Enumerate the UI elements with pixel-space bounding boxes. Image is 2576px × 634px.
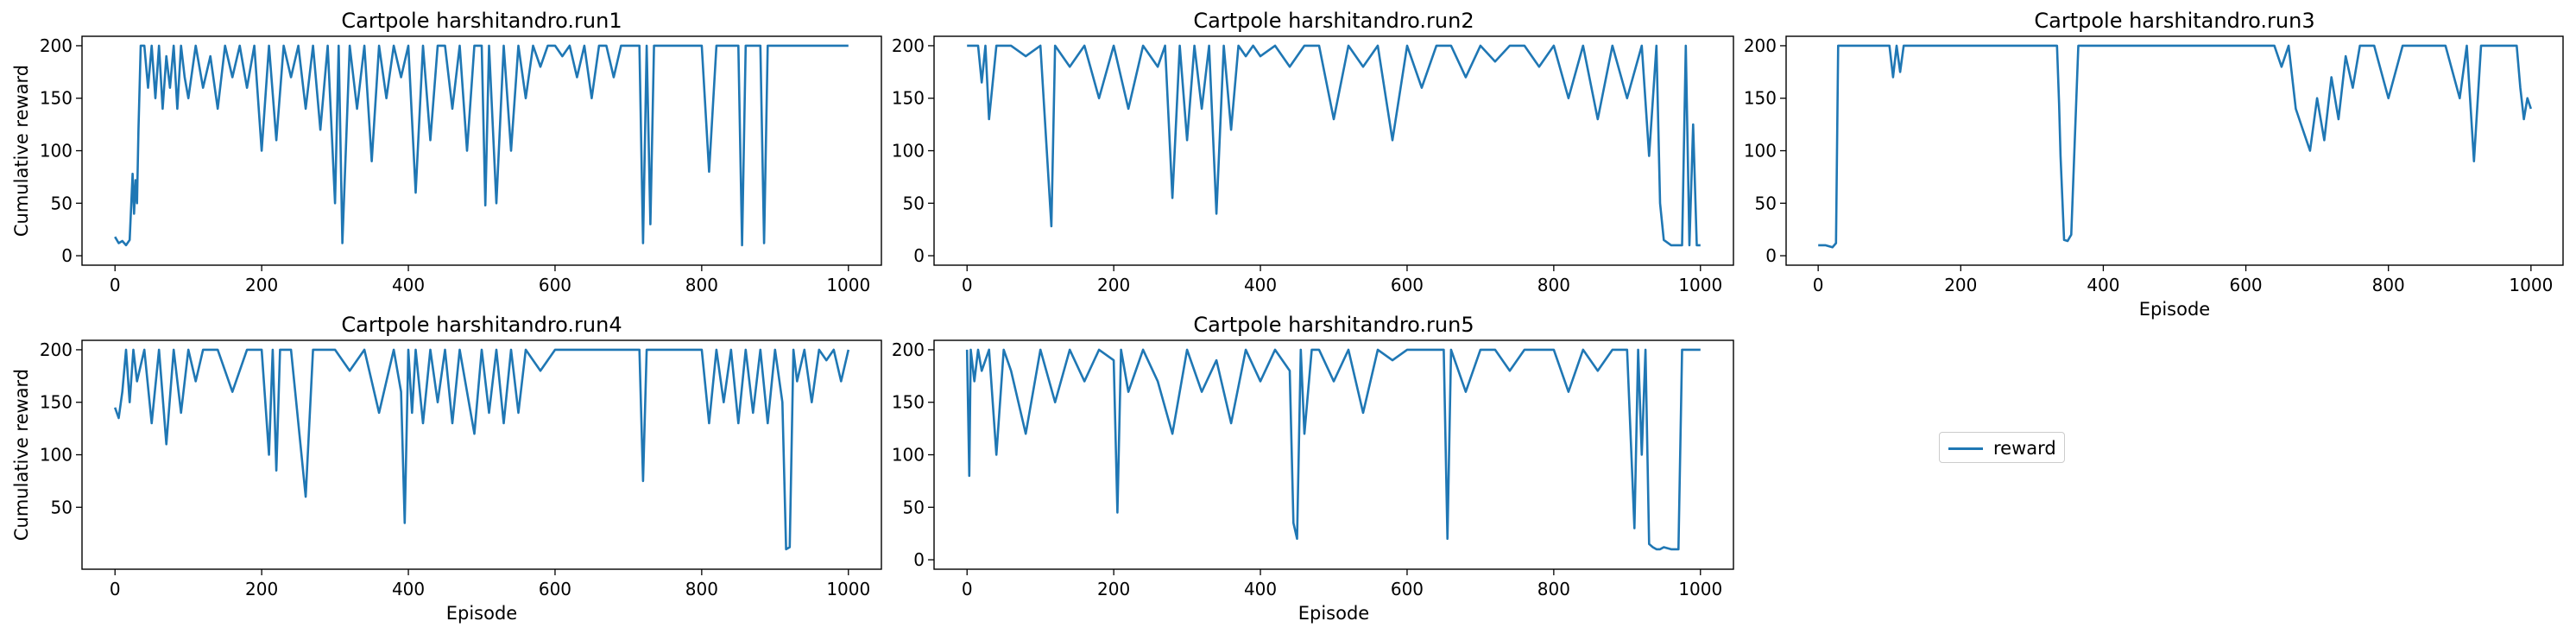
legend-line-reward bbox=[1948, 447, 1983, 450]
y-tick-label: 0 bbox=[1765, 245, 1777, 266]
x-tick-label: 200 bbox=[1097, 275, 1130, 295]
x-tick-label: 800 bbox=[2372, 275, 2405, 295]
x-tick-label: 200 bbox=[245, 275, 278, 295]
y-tick-label: 50 bbox=[51, 193, 73, 213]
legend-label-reward: reward bbox=[1993, 438, 2056, 459]
y-tick-label: 200 bbox=[1744, 35, 1777, 56]
x-tick-label: 0 bbox=[962, 579, 973, 599]
y-tick-label: 200 bbox=[40, 339, 73, 360]
series-line-reward bbox=[967, 44, 1701, 247]
chart-title: Cartpole harshitandro.run5 bbox=[1193, 313, 1474, 337]
y-tick-label: 200 bbox=[892, 339, 925, 360]
x-tick-label: 400 bbox=[2087, 275, 2119, 295]
x-axis-label: Episode bbox=[2139, 299, 2210, 320]
x-tick-label: 1000 bbox=[826, 579, 870, 599]
y-tick-label: 200 bbox=[40, 35, 73, 56]
x-tick-label: 800 bbox=[1537, 579, 1570, 599]
chart-title: Cartpole harshitandro.run3 bbox=[2034, 9, 2314, 33]
y-tick-label: 100 bbox=[40, 445, 73, 466]
x-tick-label: 600 bbox=[539, 275, 571, 295]
x-tick-label: 800 bbox=[685, 275, 718, 295]
y-tick-label: 0 bbox=[913, 549, 925, 570]
y-tick-label: 50 bbox=[1755, 193, 1777, 213]
x-tick-label: 200 bbox=[245, 579, 278, 599]
series-line-reward bbox=[113, 348, 850, 551]
legend: reward bbox=[1939, 432, 2065, 463]
y-axis-label: Cumulative reward bbox=[11, 369, 32, 541]
x-tick-label: 600 bbox=[539, 579, 571, 599]
x-tick-label: 1000 bbox=[1678, 579, 1722, 599]
x-tick-label: 1000 bbox=[826, 275, 870, 295]
plot-frame bbox=[1785, 35, 2564, 266]
x-tick-label: 600 bbox=[2229, 275, 2262, 295]
chart-panel-3: 0 200 400 600 800 1000 0 50 100 150 200 Cartpole ha… bbox=[1744, 9, 2564, 320]
y-tick-label: 150 bbox=[892, 392, 925, 413]
x-tick-label: 600 bbox=[1391, 579, 1424, 599]
y-tick-label: 100 bbox=[40, 141, 73, 162]
x-tick-label: 0 bbox=[1813, 275, 1824, 295]
y-tick-label: 150 bbox=[892, 88, 925, 109]
y-tick-label: 150 bbox=[40, 88, 73, 109]
series-line-reward bbox=[965, 348, 1701, 551]
y-tick-label: 50 bbox=[903, 193, 925, 213]
y-tick-label: 100 bbox=[892, 445, 925, 466]
x-tick-label: 0 bbox=[962, 275, 973, 295]
x-tick-label: 0 bbox=[110, 579, 121, 599]
chart-panel-4: 0 200 400 600 800 1000 50 100 150 200 Cartpole har… bbox=[11, 313, 882, 624]
y-tick-label: 150 bbox=[40, 392, 73, 413]
x-tick-label: 800 bbox=[685, 579, 718, 599]
x-tick-label: 400 bbox=[1244, 579, 1277, 599]
y-tick-label: 200 bbox=[892, 35, 925, 56]
series-line-reward bbox=[1818, 44, 2533, 249]
y-tick-label: 100 bbox=[1744, 141, 1777, 162]
x-tick-label: 400 bbox=[1244, 275, 1277, 295]
y-tick-label: 50 bbox=[903, 497, 925, 517]
x-tick-label: 1000 bbox=[2509, 275, 2553, 295]
x-tick-label: 400 bbox=[392, 275, 425, 295]
x-tick-label: 400 bbox=[392, 579, 425, 599]
plot-frame bbox=[81, 339, 882, 570]
chart-panel-5: 0 200 400 600 800 1000 0 50 100 150 200 Cartpole ha… bbox=[892, 313, 1734, 624]
chart-panel-2: 0 200 400 600 800 1000 0 50 100 150 200 Cartpole ha… bbox=[892, 9, 1734, 295]
plot-frame bbox=[933, 339, 1734, 570]
y-tick-label: 100 bbox=[892, 141, 925, 162]
y-tick-label: 150 bbox=[1744, 88, 1777, 109]
chart-panel-1: 0 200 400 600 800 1000 0 50 100 150 200 Cartpole ha… bbox=[11, 9, 882, 295]
x-tick-label: 1000 bbox=[1678, 275, 1722, 295]
y-tick-label: 0 bbox=[913, 245, 925, 266]
chart-title: Cartpole harshitandro.run4 bbox=[341, 313, 622, 337]
x-tick-label: 0 bbox=[110, 275, 121, 295]
y-tick-label: 50 bbox=[51, 497, 73, 517]
series-line-reward bbox=[114, 44, 849, 247]
y-axis-label: Cumulative reward bbox=[11, 65, 32, 237]
x-tick-label: 800 bbox=[1537, 275, 1570, 295]
chart-title: Cartpole harshitandro.run1 bbox=[341, 9, 622, 33]
y-tick-label: 0 bbox=[61, 245, 73, 266]
x-axis-label: Episode bbox=[1298, 603, 1369, 624]
x-tick-label: 200 bbox=[1097, 579, 1130, 599]
chart-title: Cartpole harshitandro.run2 bbox=[1193, 9, 1474, 33]
x-tick-label: 200 bbox=[1944, 275, 1977, 295]
x-tick-label: 600 bbox=[1391, 275, 1424, 295]
x-axis-label: Episode bbox=[446, 603, 517, 624]
